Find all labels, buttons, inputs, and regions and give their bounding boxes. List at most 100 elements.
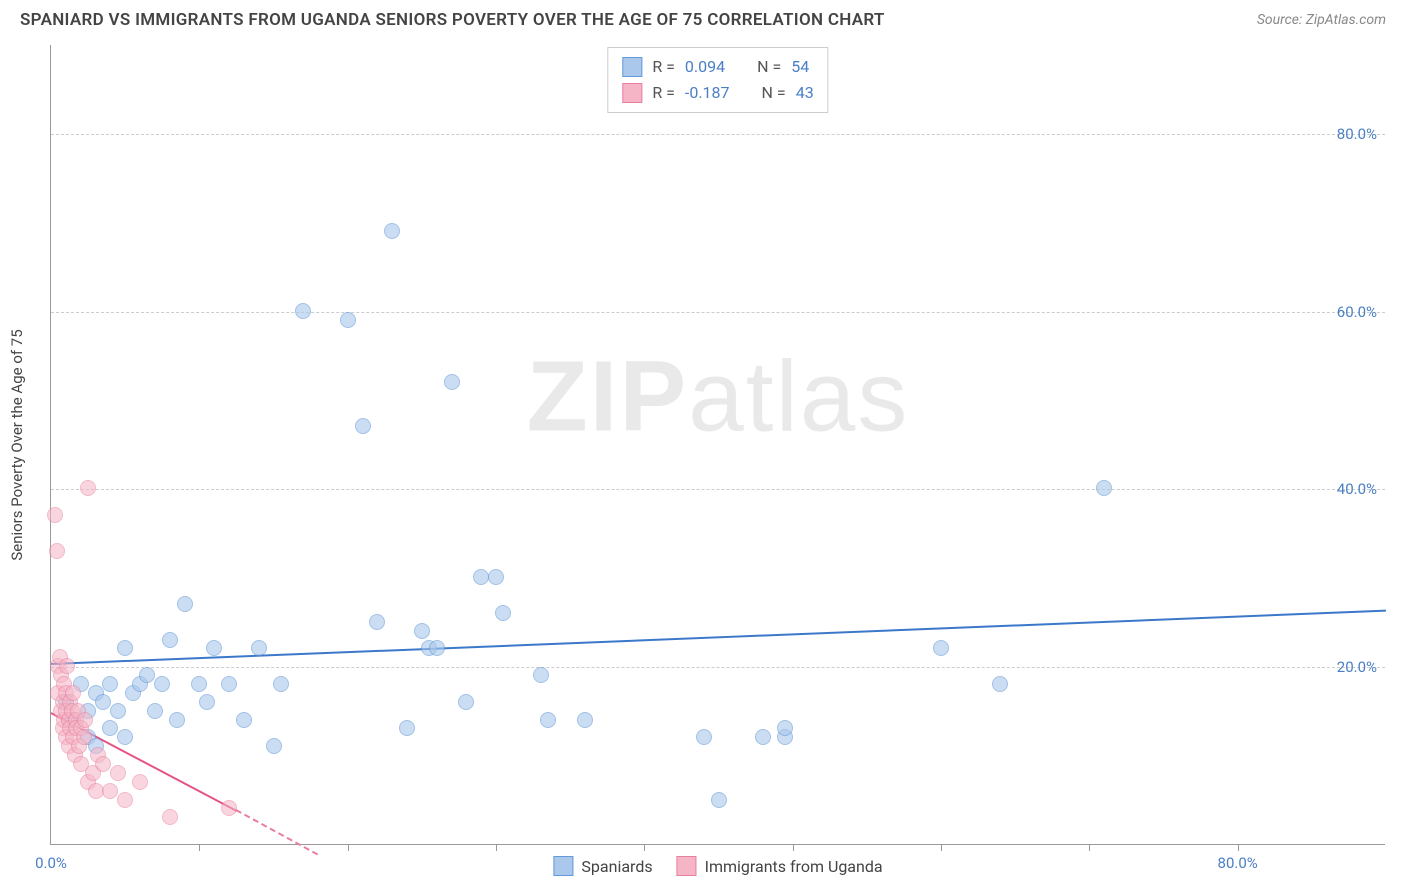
data-point (1096, 480, 1112, 496)
chart-title: SPANIARD VS IMMIGRANTS FROM UGANDA SENIO… (20, 10, 885, 30)
data-point (399, 720, 415, 736)
watermark-bold: ZIP (527, 340, 689, 452)
stats-r-value-1: 0.094 (685, 54, 725, 80)
data-point (540, 712, 556, 728)
y-axis-label: Seniors Poverty Over the Age of 75 (8, 329, 26, 560)
gridline (51, 489, 1385, 490)
data-point (369, 614, 385, 630)
stats-n-label-1: N = (757, 54, 781, 80)
data-point (696, 729, 712, 745)
data-point (77, 712, 93, 728)
stats-n-value-2: 43 (796, 80, 814, 106)
data-point (473, 569, 489, 585)
data-point (154, 676, 170, 692)
data-point (340, 312, 356, 328)
data-point (65, 685, 81, 701)
data-point (147, 703, 163, 719)
y-tick-label: 60.0% (1337, 303, 1377, 321)
data-point (992, 676, 1008, 692)
watermark: ZIPatlas (527, 339, 910, 454)
x-tick (496, 844, 497, 851)
data-point (95, 756, 111, 772)
data-point (117, 729, 133, 745)
data-point (495, 605, 511, 621)
stats-box: R = 0.094 N = 54 R = -0.187 N = 43 (607, 47, 828, 113)
data-point (110, 703, 126, 719)
watermark-light: atlas (688, 340, 909, 452)
legend-label-spaniards: Spaniards (581, 857, 652, 876)
stats-swatch-spaniards (622, 57, 642, 77)
data-point (76, 729, 92, 745)
data-point (191, 676, 207, 692)
y-tick-label: 80.0% (1337, 125, 1377, 143)
data-point (47, 507, 63, 523)
data-point (933, 640, 949, 656)
data-point (533, 667, 549, 683)
x-tick-label-left: 0.0% (35, 854, 67, 872)
legend-swatch-spaniards (553, 856, 573, 876)
data-point (444, 374, 460, 390)
plot-area: ZIPatlas Seniors Poverty Over the Age of… (50, 45, 1385, 845)
stats-r-label-2: R = (652, 80, 675, 106)
legend-label-uganda: Immigrants from Uganda (705, 857, 883, 876)
data-point (139, 667, 155, 683)
data-point (266, 738, 282, 754)
data-point (102, 676, 118, 692)
y-tick-label: 40.0% (1337, 480, 1377, 498)
data-point (355, 418, 371, 434)
data-point (169, 712, 185, 728)
trendline (51, 609, 1386, 664)
chart-header: SPANIARD VS IMMIGRANTS FROM UGANDA SENIO… (0, 0, 1406, 38)
data-point (221, 676, 237, 692)
data-point (80, 480, 96, 496)
data-point (117, 792, 133, 808)
data-point (102, 720, 118, 736)
data-point (458, 694, 474, 710)
stats-row-2: R = -0.187 N = 43 (622, 80, 813, 106)
gridline (51, 134, 1385, 135)
data-point (273, 676, 289, 692)
chart-container: ZIPatlas Seniors Poverty Over the Age of… (50, 45, 1385, 845)
x-tick-label-right: 80.0% (1218, 854, 1258, 872)
data-point (162, 632, 178, 648)
chart-source: Source: ZipAtlas.com (1257, 12, 1386, 28)
data-point (199, 694, 215, 710)
data-point (711, 792, 727, 808)
data-point (221, 800, 237, 816)
data-point (577, 712, 593, 728)
data-point (162, 809, 178, 825)
data-point (102, 783, 118, 799)
data-point (49, 543, 65, 559)
data-point (177, 596, 193, 612)
stats-swatch-uganda (622, 83, 642, 103)
legend-swatch-uganda (677, 856, 697, 876)
data-point (295, 303, 311, 319)
data-point (206, 640, 222, 656)
data-point (414, 623, 430, 639)
data-point (488, 569, 504, 585)
gridline (51, 667, 1385, 668)
x-tick (1089, 844, 1090, 851)
data-point (755, 729, 771, 745)
y-tick-label: 20.0% (1337, 658, 1377, 676)
x-tick (1238, 844, 1239, 851)
x-tick (199, 844, 200, 851)
legend: Spaniards Immigrants from Uganda (553, 856, 882, 876)
data-point (251, 640, 267, 656)
x-tick (793, 844, 794, 851)
legend-item-spaniards: Spaniards (553, 856, 652, 876)
data-point (777, 720, 793, 736)
data-point (132, 774, 148, 790)
data-point (95, 694, 111, 710)
data-point (110, 765, 126, 781)
gridline (51, 312, 1385, 313)
data-point (117, 640, 133, 656)
data-point (59, 658, 75, 674)
x-tick (941, 844, 942, 851)
data-point (429, 640, 445, 656)
stats-r-value-2: -0.187 (685, 80, 730, 106)
stats-n-value-1: 54 (791, 54, 809, 80)
stats-r-label-1: R = (652, 54, 675, 80)
x-tick (644, 844, 645, 851)
stats-row-1: R = 0.094 N = 54 (622, 54, 813, 80)
